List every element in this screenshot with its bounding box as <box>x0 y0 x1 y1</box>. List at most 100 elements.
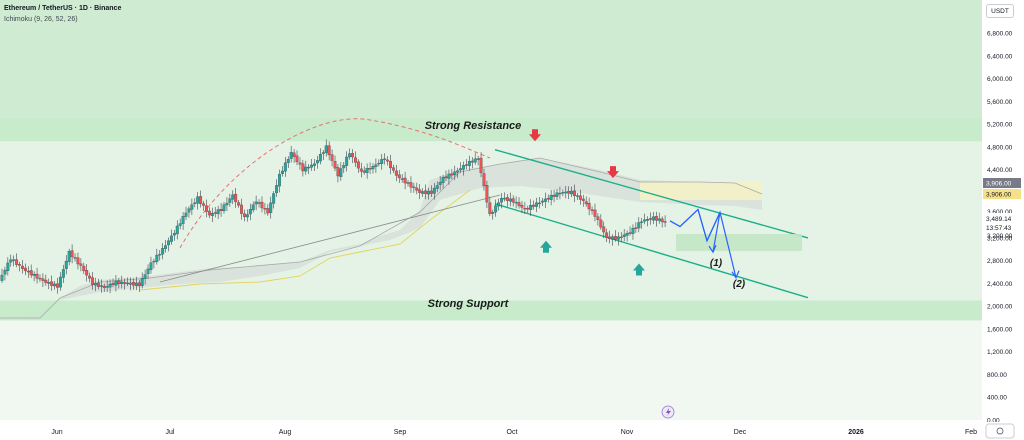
candle <box>447 169 451 185</box>
candle <box>82 262 86 275</box>
candle <box>316 155 319 169</box>
candle-body <box>353 157 357 163</box>
candle-body <box>6 262 10 271</box>
candle-body <box>593 209 597 217</box>
candle <box>70 244 74 264</box>
candle <box>584 196 588 207</box>
candle-body <box>327 145 331 156</box>
price-tag-gray: 3,906.00 <box>986 181 1012 188</box>
candle-body <box>108 283 112 288</box>
candle <box>561 189 565 197</box>
candle <box>61 264 65 283</box>
candle-body <box>178 223 182 226</box>
buy-arrow-marker <box>633 263 645 276</box>
candle-body <box>558 192 562 195</box>
y-tick-label: 2,400.00 <box>987 281 1013 288</box>
candle-body <box>570 190 574 195</box>
candle-body <box>599 219 603 228</box>
candle-body <box>391 167 395 171</box>
target-zone <box>676 234 802 251</box>
candle-body <box>649 218 652 220</box>
candle <box>111 278 115 288</box>
candle-body <box>272 193 276 204</box>
candle <box>307 164 311 174</box>
currency-badge[interactable]: USDT <box>986 4 1014 18</box>
candle-body <box>187 208 191 213</box>
candle-body <box>56 283 59 288</box>
candle-body <box>359 168 363 172</box>
candle <box>444 170 448 182</box>
candle <box>310 159 314 171</box>
candle <box>353 151 357 167</box>
candle-body <box>76 257 80 265</box>
candle-body <box>35 273 39 279</box>
candle-body <box>240 204 243 214</box>
candle-body <box>73 257 77 259</box>
candle <box>470 157 474 169</box>
candle-body <box>526 207 530 210</box>
candle-body <box>523 208 527 210</box>
candle-body <box>164 245 168 249</box>
candle <box>386 156 390 166</box>
candle <box>418 184 422 200</box>
candle-body <box>470 160 474 163</box>
candle-body <box>137 282 141 287</box>
candle <box>599 214 603 230</box>
candle-body <box>82 265 86 272</box>
candle-body <box>58 276 62 288</box>
candle-body <box>605 232 609 238</box>
candle <box>339 162 343 181</box>
candle-body <box>406 182 410 184</box>
chart-title[interactable]: Ethereum / TetherUS · 1D · Binance <box>4 5 122 12</box>
candle-body <box>310 164 314 168</box>
candle-body <box>292 152 296 157</box>
candle <box>517 197 521 209</box>
candle <box>53 281 57 290</box>
candle <box>605 228 609 243</box>
candle-body <box>245 214 249 218</box>
candle-body <box>0 274 4 281</box>
candle-body <box>64 260 68 269</box>
candle-body <box>20 265 24 269</box>
candle-body <box>386 159 390 162</box>
candle-body <box>12 259 16 261</box>
candle <box>245 209 249 222</box>
candle <box>146 264 150 279</box>
candle-body <box>418 189 422 193</box>
candle-body <box>339 168 343 177</box>
candle <box>342 161 346 173</box>
candle-body <box>660 218 664 223</box>
candle-body <box>330 154 334 161</box>
candle <box>462 161 465 176</box>
candle-body <box>491 212 495 214</box>
candle-body <box>336 167 340 177</box>
candle-body <box>608 236 612 239</box>
candle-body <box>587 203 591 210</box>
candle <box>240 198 243 220</box>
candle <box>616 232 620 246</box>
candle <box>497 198 501 211</box>
candle <box>242 209 246 222</box>
ichimoku-cloud <box>0 158 762 318</box>
candle <box>222 201 226 214</box>
candle-body <box>555 192 559 197</box>
candle-body <box>421 191 425 194</box>
candle <box>117 277 121 289</box>
candle-body <box>348 153 352 158</box>
candle <box>336 164 340 183</box>
candle <box>634 222 638 233</box>
candle <box>464 159 468 170</box>
candle <box>575 193 579 200</box>
candle-body <box>409 182 413 188</box>
candle-body <box>552 194 556 197</box>
candle <box>397 169 401 184</box>
candle-body <box>590 209 594 211</box>
candle-body <box>155 254 159 262</box>
candle <box>631 224 635 240</box>
cloud-span-a <box>0 157 763 319</box>
indicator-label[interactable]: Ichimoku (9, 26, 52, 26) <box>4 16 78 23</box>
x-tick-label: Jul <box>166 429 175 436</box>
candle <box>263 202 267 215</box>
candle-body <box>613 236 617 240</box>
